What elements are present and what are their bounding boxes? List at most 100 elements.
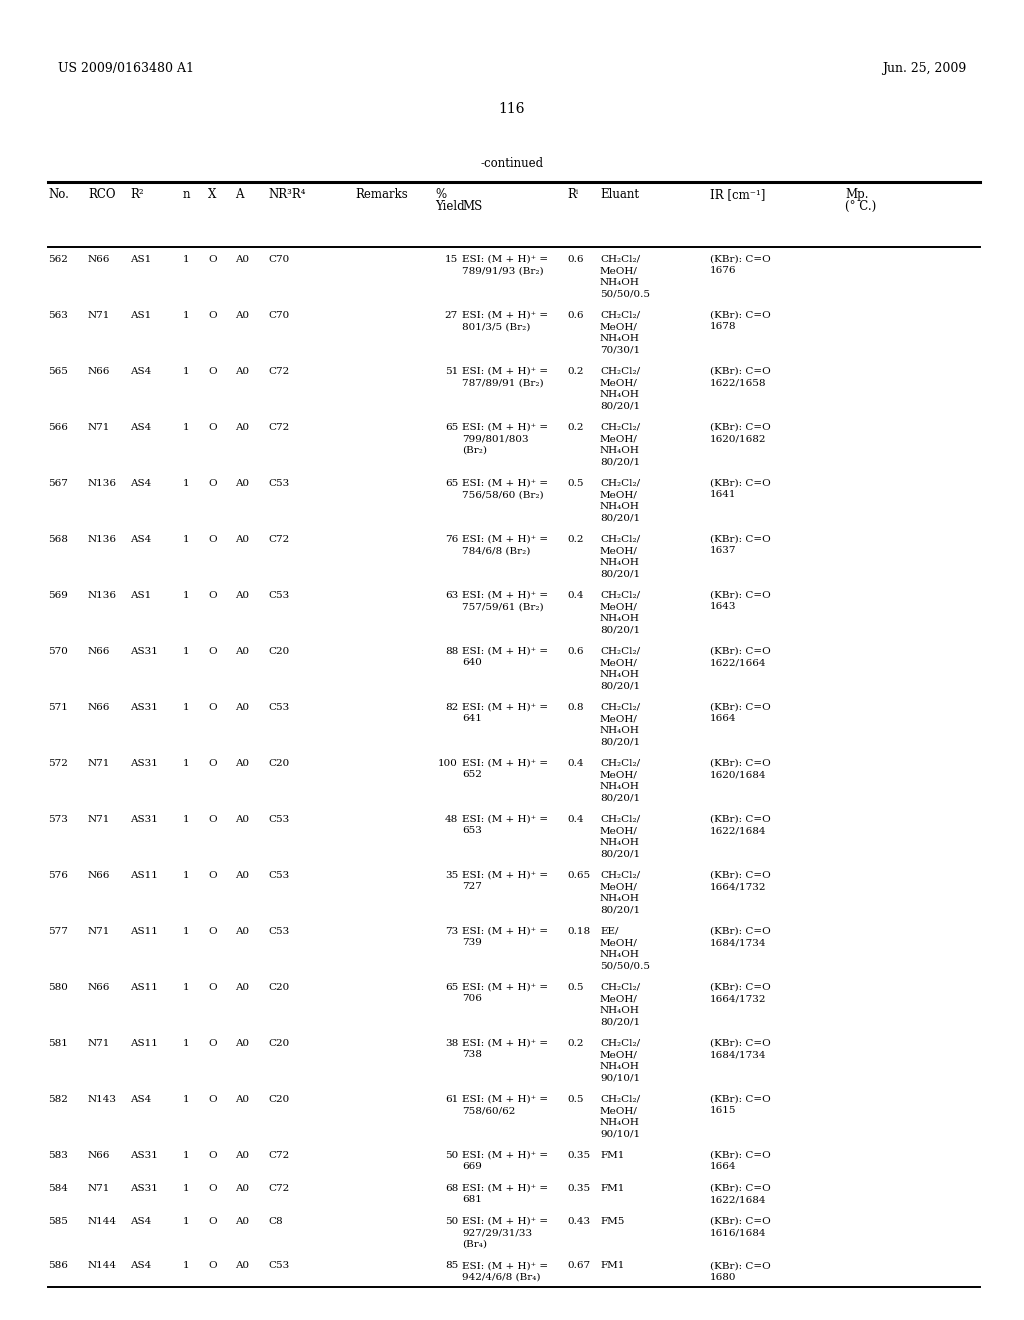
- Text: 1: 1: [183, 647, 189, 656]
- Text: A0: A0: [234, 704, 249, 711]
- Text: %: %: [435, 187, 446, 201]
- Text: ESI: (M + H)⁺ =
739: ESI: (M + H)⁺ = 739: [462, 927, 548, 948]
- Text: ESI: (M + H)⁺ =
758/60/62: ESI: (M + H)⁺ = 758/60/62: [462, 1096, 548, 1115]
- Text: No.: No.: [48, 187, 69, 201]
- Text: -continued: -continued: [480, 157, 544, 170]
- Text: C8: C8: [268, 1217, 283, 1226]
- Text: O: O: [208, 1217, 217, 1226]
- Text: A0: A0: [234, 422, 249, 432]
- Text: (KBr): C=O
1615: (KBr): C=O 1615: [710, 1096, 771, 1115]
- Text: O: O: [208, 704, 217, 711]
- Text: 0.4: 0.4: [567, 814, 584, 824]
- Text: 116: 116: [499, 102, 525, 116]
- Text: 1: 1: [183, 367, 189, 376]
- Text: 1: 1: [183, 479, 189, 488]
- Text: 27: 27: [444, 312, 458, 319]
- Text: 85: 85: [444, 1262, 458, 1270]
- Text: 73: 73: [444, 927, 458, 936]
- Text: N66: N66: [88, 647, 111, 656]
- Text: 82: 82: [444, 704, 458, 711]
- Text: O: O: [208, 647, 217, 656]
- Text: US 2009/0163480 A1: US 2009/0163480 A1: [58, 62, 194, 75]
- Text: O: O: [208, 255, 217, 264]
- Text: 0.67: 0.67: [567, 1262, 590, 1270]
- Text: N136: N136: [88, 479, 117, 488]
- Text: ESI: (M + H)⁺ =
756/58/60 (Br₂): ESI: (M + H)⁺ = 756/58/60 (Br₂): [462, 479, 548, 499]
- Text: ESI: (M + H)⁺ =
784/6/8 (Br₂): ESI: (M + H)⁺ = 784/6/8 (Br₂): [462, 535, 548, 556]
- Text: FM1: FM1: [600, 1262, 625, 1270]
- Text: N136: N136: [88, 535, 117, 544]
- Text: 566: 566: [48, 422, 68, 432]
- Text: 1: 1: [183, 1039, 189, 1048]
- Text: O: O: [208, 591, 217, 601]
- Text: A0: A0: [234, 1262, 249, 1270]
- Text: O: O: [208, 479, 217, 488]
- Text: (KBr): C=O
1664/1732: (KBr): C=O 1664/1732: [710, 983, 771, 1003]
- Text: 0.8: 0.8: [567, 704, 584, 711]
- Text: 581: 581: [48, 1039, 68, 1048]
- Text: AS4: AS4: [130, 1096, 152, 1104]
- Text: 0.43: 0.43: [567, 1217, 590, 1226]
- Text: ESI: (M + H)⁺ =
652: ESI: (M + H)⁺ = 652: [462, 759, 548, 779]
- Text: O: O: [208, 1151, 217, 1160]
- Text: 15: 15: [444, 255, 458, 264]
- Text: 1: 1: [183, 312, 189, 319]
- Text: CH₂Cl₂/
MeOH/
NH₄OH
90/10/1: CH₂Cl₂/ MeOH/ NH₄OH 90/10/1: [600, 1039, 640, 1082]
- Text: N66: N66: [88, 1151, 111, 1160]
- Text: AS11: AS11: [130, 983, 158, 993]
- Text: CH₂Cl₂/
MeOH/
NH₄OH
80/20/1: CH₂Cl₂/ MeOH/ NH₄OH 80/20/1: [600, 422, 640, 466]
- Text: C20: C20: [268, 1039, 289, 1048]
- Text: 0.4: 0.4: [567, 591, 584, 601]
- Text: AS31: AS31: [130, 704, 158, 711]
- Text: (KBr): C=O
1664: (KBr): C=O 1664: [710, 704, 771, 723]
- Text: (KBr): C=O
1664: (KBr): C=O 1664: [710, 1151, 771, 1171]
- Text: 1: 1: [183, 1217, 189, 1226]
- Text: A0: A0: [234, 871, 249, 880]
- Text: N66: N66: [88, 983, 111, 993]
- Text: AS11: AS11: [130, 871, 158, 880]
- Text: AS4: AS4: [130, 1262, 152, 1270]
- Text: FM5: FM5: [600, 1217, 625, 1226]
- Text: O: O: [208, 927, 217, 936]
- Text: C53: C53: [268, 871, 289, 880]
- Text: 65: 65: [444, 479, 458, 488]
- Text: CH₂Cl₂/
MeOH/
NH₄OH
80/20/1: CH₂Cl₂/ MeOH/ NH₄OH 80/20/1: [600, 814, 640, 858]
- Text: A0: A0: [234, 367, 249, 376]
- Text: 569: 569: [48, 591, 68, 601]
- Text: C20: C20: [268, 983, 289, 993]
- Text: 38: 38: [444, 1039, 458, 1048]
- Text: 0.6: 0.6: [567, 312, 584, 319]
- Text: 571: 571: [48, 704, 68, 711]
- Text: C70: C70: [268, 255, 289, 264]
- Text: ESI: (M + H)⁺ =
757/59/61 (Br₂): ESI: (M + H)⁺ = 757/59/61 (Br₂): [462, 591, 548, 611]
- Text: 580: 580: [48, 983, 68, 993]
- Text: 1: 1: [183, 983, 189, 993]
- Text: X: X: [208, 187, 216, 201]
- Text: O: O: [208, 1262, 217, 1270]
- Text: IR [cm⁻¹]: IR [cm⁻¹]: [710, 187, 765, 201]
- Text: MS: MS: [462, 201, 482, 213]
- Text: ESI: (M + H)⁺ =
641: ESI: (M + H)⁺ = 641: [462, 704, 548, 723]
- Text: ESI: (M + H)⁺ =
787/89/91 (Br₂): ESI: (M + H)⁺ = 787/89/91 (Br₂): [462, 367, 548, 388]
- Text: AS31: AS31: [130, 1184, 158, 1193]
- Text: 1: 1: [183, 1151, 189, 1160]
- Text: ESI: (M + H)⁺ =
727: ESI: (M + H)⁺ = 727: [462, 871, 548, 891]
- Text: A0: A0: [234, 1039, 249, 1048]
- Text: NR³R⁴: NR³R⁴: [268, 187, 305, 201]
- Text: CH₂Cl₂/
MeOH/
NH₄OH
80/20/1: CH₂Cl₂/ MeOH/ NH₄OH 80/20/1: [600, 647, 640, 690]
- Text: A0: A0: [234, 983, 249, 993]
- Text: 576: 576: [48, 871, 68, 880]
- Text: 1: 1: [183, 591, 189, 601]
- Text: (KBr): C=O
1622/1684: (KBr): C=O 1622/1684: [710, 814, 771, 836]
- Text: C20: C20: [268, 759, 289, 768]
- Text: A0: A0: [234, 927, 249, 936]
- Text: 0.2: 0.2: [567, 1039, 584, 1048]
- Text: N144: N144: [88, 1217, 117, 1226]
- Text: (KBr): C=O
1622/1664: (KBr): C=O 1622/1664: [710, 647, 771, 668]
- Text: N66: N66: [88, 871, 111, 880]
- Text: 61: 61: [444, 1096, 458, 1104]
- Text: N66: N66: [88, 255, 111, 264]
- Text: Rⁱ: Rⁱ: [567, 187, 579, 201]
- Text: CH₂Cl₂/
MeOH/
NH₄OH
80/20/1: CH₂Cl₂/ MeOH/ NH₄OH 80/20/1: [600, 479, 640, 523]
- Text: C53: C53: [268, 814, 289, 824]
